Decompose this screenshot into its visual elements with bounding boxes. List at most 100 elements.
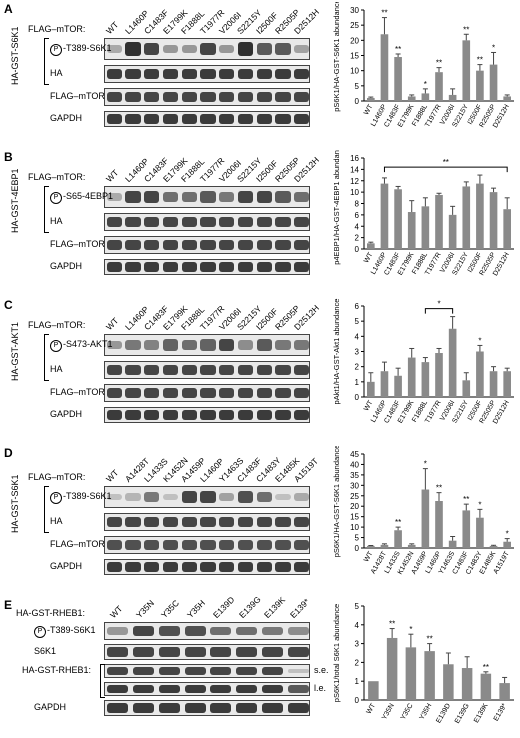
blot-band [293,114,309,124]
y-axis-label: pS6K1/HA-GST-S6K1 abundance [332,446,341,557]
exposure-label: l.e. [314,683,327,693]
blot-band [256,339,272,351]
y-tick-label: 0 [355,393,360,402]
y-tick-label: 4 [355,222,360,231]
blot-band [144,42,160,56]
row-label-text: -S473-AKT1 [63,339,113,349]
row-label: P -T389-S6K1 [50,43,112,56]
row-label: P -S65-4EBP1 [50,191,113,204]
blot-band [133,703,155,713]
y-tick-label: 5 [355,602,360,611]
blot-band [125,190,141,204]
x-tick-label: E139G [454,703,471,725]
blot-band [256,43,272,55]
blot-band [219,262,235,272]
blot-band [219,562,235,572]
x-tick-label: WT [363,103,375,117]
panel-letter: A [4,2,13,16]
row-label-text: FLAG–mTOR [50,91,105,101]
bar [407,96,416,101]
y-tick-label: 1 [355,677,360,686]
blot-band [237,387,254,399]
y-axis-label: pS6K1/HA-GST-S6K1 abundance [332,2,341,112]
blot-row [104,384,310,402]
y-tick-label: 20 [350,502,359,511]
bar [421,93,430,101]
blot-band [275,91,291,103]
bracket [44,38,49,85]
blot-band [293,364,309,376]
y-tick-label: 2 [355,234,360,243]
bar [462,186,471,249]
bracket [44,334,49,381]
y-tick-label: 10 [350,67,359,76]
blot-band [106,262,123,272]
blot-band [158,647,180,657]
blot-band [236,703,258,713]
blot-band [236,666,258,676]
blot-band [200,339,216,351]
blot-band [107,627,129,635]
side-label: HA-GST-S6K1 [10,474,20,533]
bar [489,545,498,548]
blot-band [261,703,283,713]
row-label-text: GAPDH [50,261,83,271]
blot-band [144,562,160,572]
lane-header-label: FLAG–mTOR: [28,172,86,182]
blot-band [210,684,232,694]
row-label-text: -T389-S6K1 [63,43,112,53]
blot-band [106,68,123,80]
blot-band [144,516,160,528]
bar [462,380,471,397]
bar [435,353,443,397]
significance-label: ** [381,9,387,18]
blot-band [133,625,155,637]
blot-band [210,703,232,713]
blot-band [144,364,160,376]
lane-header-label: FLAG–mTOR: [28,320,86,330]
row-label: FLAG–mTOR [50,239,105,249]
blot-band [162,539,179,551]
blot-band [261,647,283,657]
bar [448,214,457,249]
blot-band [107,666,129,676]
blot-band [237,562,254,572]
bar [407,544,416,548]
lane-header-label: FLAG–mTOR: [28,472,86,482]
blot-band [125,262,141,272]
lane-label: E139G [236,594,263,620]
panel-letter: D [4,446,13,460]
blot-band [184,666,206,676]
y-axis-label: p4EBP1/HA-GST-4EBP1 abundance [332,150,341,265]
y-axis-label: pAkt1/HA-GST-Akt1 abundance [332,299,341,405]
blot-band [237,410,254,420]
blot-band [275,387,291,399]
bar [380,34,389,102]
blot-row [104,700,310,716]
significance-bracket-label: * [437,300,440,309]
panel-d: D FLAG–mTOR: WT A1428T L1433S K1452N A1459P L14… [0,444,520,592]
blot-band [293,516,309,528]
blot-band [219,410,235,420]
row-label: HA [50,516,63,526]
blot-band [106,516,123,528]
blot-band [293,410,309,420]
blot-band [125,364,141,376]
blot-band [107,684,129,694]
blot-band [125,539,141,551]
blot-band [200,262,216,272]
blot-band [219,239,235,251]
phospho-icon: P [34,626,46,638]
significance-bracket-label: ** [443,158,449,167]
row-label: HA [50,364,63,374]
blot-band [256,516,272,528]
blot-band [293,91,309,103]
blot-band [106,239,123,251]
blot-row [104,259,310,275]
blot-band [219,216,235,228]
bar [499,683,510,700]
blot-band [184,684,206,694]
blot-band [158,625,180,637]
blot-band [125,216,141,228]
blot-row [104,334,310,356]
